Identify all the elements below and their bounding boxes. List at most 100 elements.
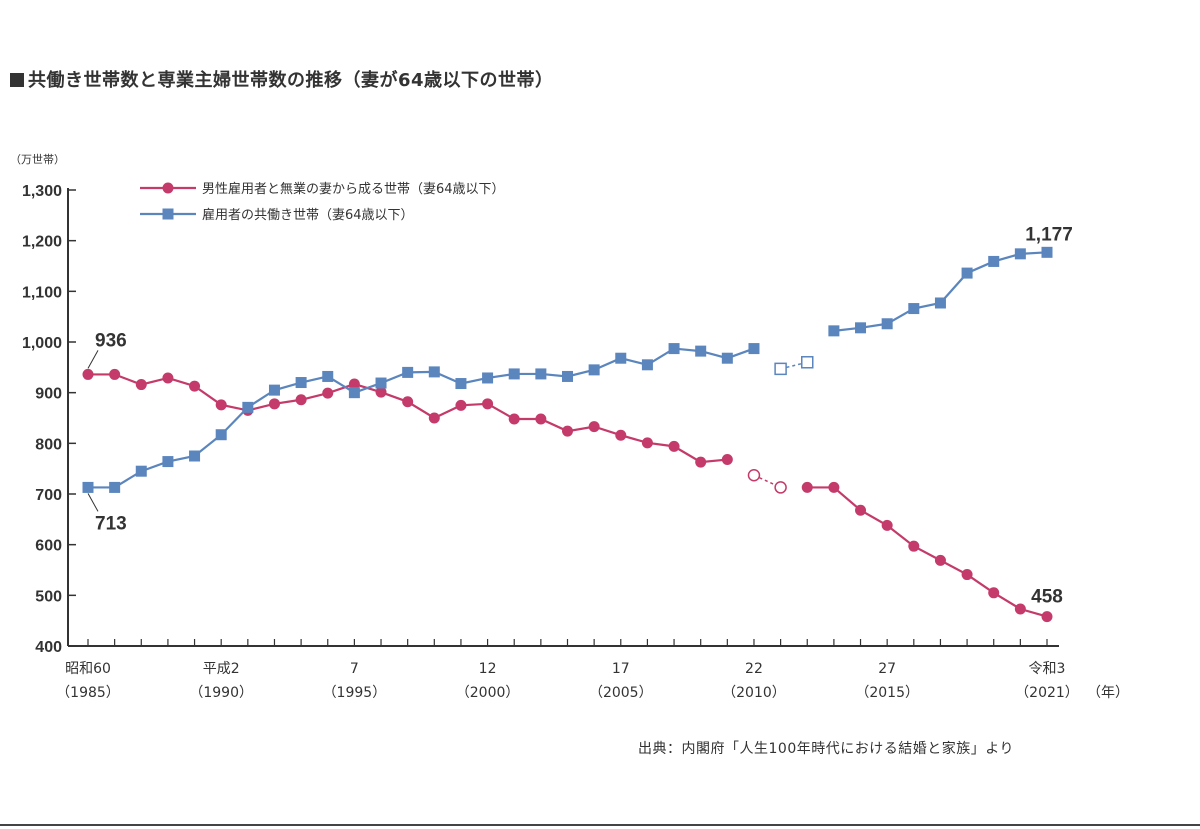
y-tick-label: 400: [35, 639, 62, 656]
x-axis-unit-label: （年）: [1087, 685, 1129, 701]
legend-label-0: 男性雇用者と無業の妻から成る世帯（妻64歳以下）: [202, 181, 505, 197]
series-0-point: [162, 372, 174, 384]
x-tick-year: （1985）: [56, 685, 120, 701]
series-0-point: [747, 469, 761, 482]
annotation-leader-713: [87, 493, 99, 512]
series-0-line: [88, 373, 728, 464]
x-tick-label: 昭和60: [65, 661, 111, 677]
y-tick-label: 1,300: [22, 183, 62, 200]
series-0-point: [562, 425, 573, 437]
series-0-point: [588, 421, 600, 433]
series-0-point: [268, 398, 280, 410]
series-1-point: [1014, 248, 1026, 260]
chart-title: 共働き世帯数と専業主婦世帯数の推移（妻が64歳以下の世帯）: [10, 66, 554, 92]
series-1-point: [774, 362, 787, 376]
y-tick-label: 700: [35, 487, 62, 504]
series-0-point: [135, 379, 147, 391]
series-0-point: [881, 519, 893, 531]
x-tick-year: （2015）: [855, 685, 919, 701]
series-1-line: [88, 347, 755, 489]
series-1-point: [109, 481, 121, 493]
series-1-point: [482, 372, 494, 384]
series-0-point: [801, 481, 813, 493]
series-0-point: [988, 587, 1000, 599]
labels-group: 936 713 1,177 458: [87, 224, 1073, 608]
series-0-point: [215, 399, 227, 411]
series-0-point: [82, 368, 94, 380]
series-0-point: [508, 413, 520, 425]
series-0-point: [828, 481, 840, 493]
series-1-point: [828, 325, 840, 337]
series-1-point: [82, 481, 94, 493]
series-1-point: [535, 368, 547, 380]
series-1-point: [295, 377, 307, 389]
series-1-point: [988, 255, 1000, 267]
y-tick-label: 1,100: [22, 284, 62, 301]
series-0-point: [855, 504, 867, 516]
series-1-point: [375, 377, 387, 389]
x-tick-year: （2005）: [589, 685, 653, 701]
series-0-point: [455, 399, 467, 411]
series-0-point: [375, 386, 387, 398]
annotation-end-red: 458: [1031, 587, 1063, 608]
series-1-point: [641, 359, 653, 371]
series-1-point: [748, 343, 760, 355]
x-tick-label: 令和3: [1029, 661, 1066, 677]
series-0-point: [109, 368, 121, 380]
series-0-point: [535, 413, 547, 425]
series-0-point: [615, 429, 627, 441]
y-tick-label: 600: [35, 538, 62, 555]
series-1-point: [615, 352, 627, 364]
x-tick-year: （1990）: [189, 685, 253, 701]
title-square-icon: [10, 73, 24, 87]
series-0-point: [482, 398, 494, 410]
series-1-point: [562, 370, 573, 382]
series-1-point: [455, 378, 467, 390]
series-1-point: [881, 318, 893, 330]
series-1-point: [428, 366, 440, 378]
series-0-line: [807, 486, 1048, 618]
series-1-point: [721, 352, 733, 364]
series-0-point: [908, 540, 920, 552]
x-tick-year: （1995）: [323, 685, 387, 701]
x-tick-label: 27: [878, 661, 896, 677]
series-0-point: [961, 569, 973, 581]
series-1-point: [402, 366, 414, 378]
series-1-dashed-connector: [780, 361, 808, 370]
legend-marker-1: [162, 208, 174, 220]
x-tick-year: （2000）: [456, 685, 520, 701]
y-tick-label: 1,000: [22, 335, 62, 352]
x-tick-label: 7: [350, 661, 359, 677]
series-1-point: [162, 456, 174, 468]
series-0-point: [1041, 611, 1053, 623]
annotation-start-red: 936: [95, 330, 127, 351]
series-0-point: [428, 412, 440, 424]
series-1-point: [908, 303, 920, 315]
annotation-leader-936: [87, 350, 99, 369]
series-1-point: [695, 345, 707, 357]
series-1-point: [961, 267, 973, 279]
series-1-point: [588, 364, 600, 376]
bottom-divider: [0, 824, 1200, 826]
source-note: 出典：内閣府「人生100年時代における結婚と家族」より: [638, 741, 1014, 757]
series-0-point: [721, 454, 733, 466]
series-1-point: [242, 401, 254, 413]
series-1-point: [322, 370, 334, 382]
series-0-point: [641, 437, 653, 449]
series-0-point: [774, 481, 787, 494]
series-1-point: [135, 465, 147, 477]
chart-title-text: 共働き世帯数と専業主婦世帯数の推移（妻が64歳以下の世帯）: [28, 70, 554, 91]
series-0-point: [695, 456, 707, 468]
series-1-point: [508, 368, 520, 380]
legend-group: 男性雇用者と無業の妻から成る世帯（妻64歳以下） 雇用者の共働き世帯（妻64歳以下…: [140, 181, 505, 223]
x-tick-label: 平成2: [203, 661, 240, 677]
y-tick-label: 500: [35, 588, 62, 605]
y-tick-label: 900: [35, 386, 62, 403]
x-tick-year: （2010）: [722, 685, 786, 701]
series-1-point: [934, 297, 946, 309]
series-1-point: [855, 322, 867, 334]
series-0-point: [934, 554, 946, 566]
x-tick-year: （2021）: [1015, 685, 1079, 701]
